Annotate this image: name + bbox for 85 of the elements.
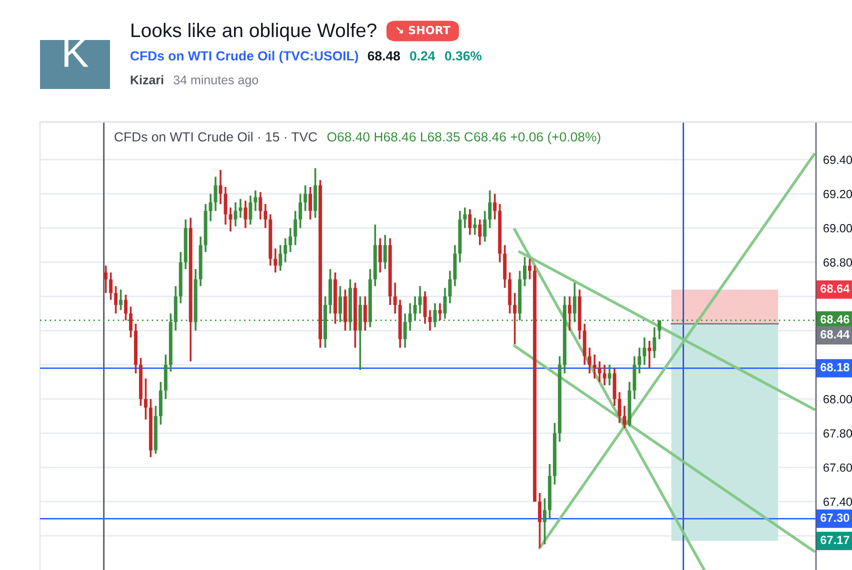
candlestick: [622, 404, 626, 429]
candlestick: [642, 336, 646, 366]
candlestick: [528, 258, 532, 280]
candlestick: [542, 497, 546, 546]
candlestick: [448, 270, 452, 304]
annotation: 68.64: [820, 284, 850, 293]
candlestick: [218, 168, 222, 205]
y-tick-label: 67.60: [824, 463, 852, 472]
candlestick: [538, 492, 542, 549]
candlestick: [618, 391, 622, 424]
candlestick: [428, 309, 432, 332]
candlestick: [308, 186, 312, 220]
ref-line-label: 67.30: [820, 514, 850, 522]
candlestick: [393, 282, 397, 314]
text: 34 minutes ago: [174, 75, 258, 87]
candlestick: [523, 256, 526, 288]
candlestick: [248, 194, 252, 226]
candlestick: [438, 302, 442, 322]
candlestick: [403, 312, 407, 349]
y-tick-label: 68.80: [824, 258, 852, 267]
candlestick: [468, 208, 472, 236]
candlestick: [493, 192, 497, 220]
candlestick: [408, 302, 412, 332]
candlestick: [224, 186, 228, 226]
candlestick: [418, 285, 422, 314]
candlestick: [488, 189, 492, 229]
candlestick: [288, 227, 292, 253]
chart-title: Looks like an oblique Wolfe?: [132, 22, 376, 42]
candlestick: [423, 290, 427, 325]
text: 68.44: [820, 330, 850, 339]
candlestick: [298, 192, 302, 229]
annotation: O68.40 H68.46 L68.35 C68.46 +0.06 (+0.08%): [327, 132, 600, 144]
candlestick: [433, 302, 437, 328]
text: 0.24: [410, 51, 436, 61]
candlestick: [588, 346, 592, 374]
candlestick: [652, 326, 656, 359]
y-tick-label: 67.40: [824, 498, 852, 506]
text: ↘ SHORT: [396, 26, 450, 34]
candlestick: [608, 364, 612, 386]
ref-line-label: 68.18: [820, 363, 850, 372]
candlestick: [598, 360, 602, 383]
y-tick-label: 69.40: [824, 156, 852, 164]
y-tick-label: 68.00: [824, 395, 852, 404]
candlestick: [483, 210, 487, 243]
text: Kizari: [130, 75, 164, 84]
annotation: CFDs on WTI Crude Oil · 15 · TVC: [114, 132, 318, 142]
candlestick: [214, 176, 218, 212]
y-tick-label: 69.20: [824, 190, 852, 198]
candlestick: [378, 237, 382, 274]
candlestick: [304, 184, 308, 212]
candlestick: [473, 216, 477, 236]
y-tick-label: 67.80: [824, 429, 852, 438]
candlestick: [463, 206, 467, 229]
candlestick: [119, 288, 123, 311]
candlestick: [648, 340, 652, 370]
candlestick: [228, 206, 232, 232]
ref-line-label: 68.46: [820, 315, 850, 324]
candlestick: [284, 237, 288, 264]
candlestick: [144, 378, 148, 420]
candlestick: [254, 189, 258, 212]
candlestick: [568, 296, 572, 332]
candlestick: [638, 346, 642, 374]
candlestick: [478, 218, 482, 246]
text: 0.36%: [445, 51, 482, 61]
candlestick: [208, 192, 212, 222]
candlestick: [294, 210, 298, 246]
candlestick: [602, 364, 606, 386]
candlestick: [258, 191, 262, 220]
candlestick: [278, 244, 282, 272]
candlestick: [513, 292, 517, 346]
candlestick: [104, 264, 108, 294]
candlestick: [264, 203, 268, 229]
candlestick: [274, 248, 278, 274]
annotation: 67.17: [820, 536, 850, 544]
y-tick-label: 69.00: [824, 224, 852, 232]
candlestick: [124, 294, 128, 322]
candlestick: [109, 272, 113, 301]
candlestick: [244, 200, 248, 229]
candlestick: [238, 198, 242, 219]
text: CFDs on WTI Crude Oil (TVC:USOIL): [130, 50, 358, 64]
candlestick: [363, 296, 367, 332]
candlestick: [383, 234, 387, 270]
text: 68.48: [368, 51, 400, 61]
candlestick: [114, 285, 118, 314]
candlestick: [129, 306, 133, 338]
